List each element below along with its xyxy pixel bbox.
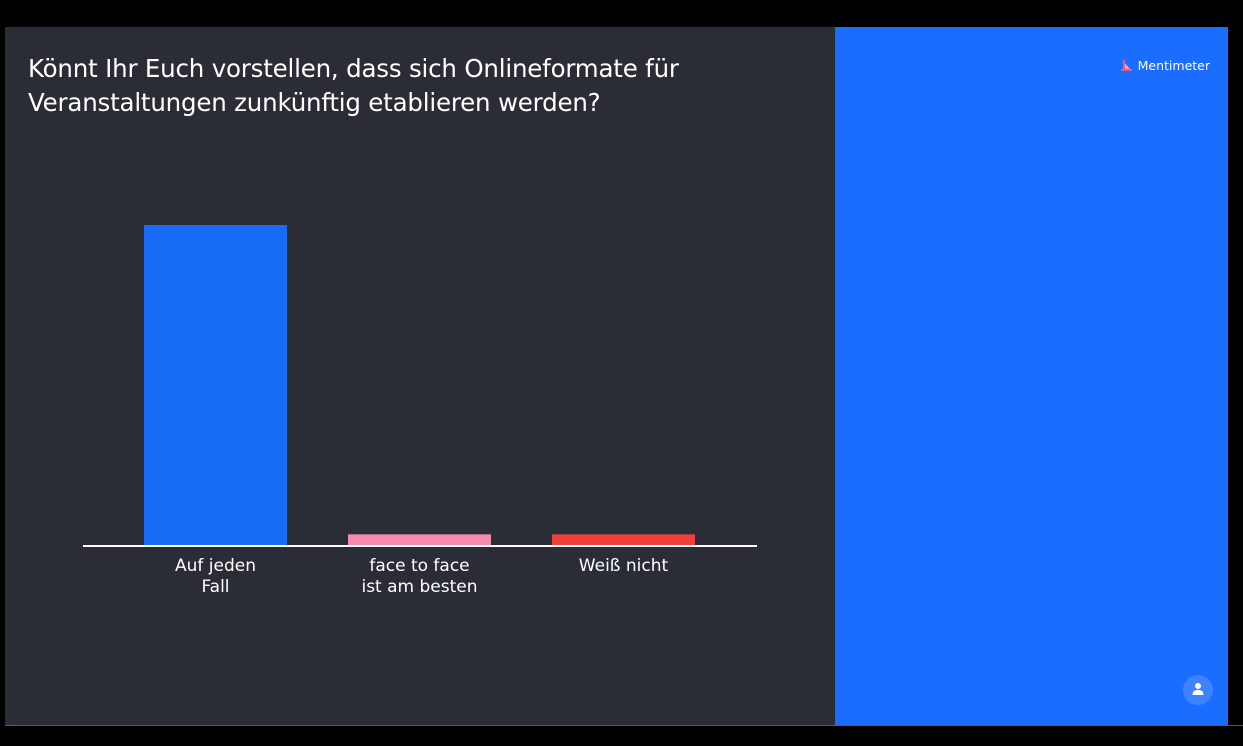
category-label-2: face to face ist am besten: [361, 556, 477, 597]
participant-button[interactable]: [1183, 675, 1213, 705]
bar-2: [348, 534, 491, 545]
results-bar-chart: Auf jeden Fall face to face ist am besten We…: [83, 225, 757, 597]
category-label-1: Auf jeden Fall: [175, 556, 256, 597]
bar-1: [144, 225, 287, 545]
question-title: Könnt Ihr Euch vorstellen, dass sich Onl…: [28, 54, 679, 117]
bar-3: [552, 534, 695, 545]
category-label-3: Weiß nicht: [579, 556, 669, 576]
mentimeter-brand: Mentimeter: [1120, 58, 1210, 73]
brand-name: Mentimeter: [1137, 58, 1210, 73]
slide: Könnt Ihr Euch vorstellen, dass sich Onl…: [5, 27, 835, 725]
window-bottom-border: [5, 725, 1243, 726]
mentimeter-logo-icon: [1120, 60, 1132, 71]
user-icon: [1191, 681, 1205, 700]
side-panel: Mentimeter: [835, 27, 1228, 725]
